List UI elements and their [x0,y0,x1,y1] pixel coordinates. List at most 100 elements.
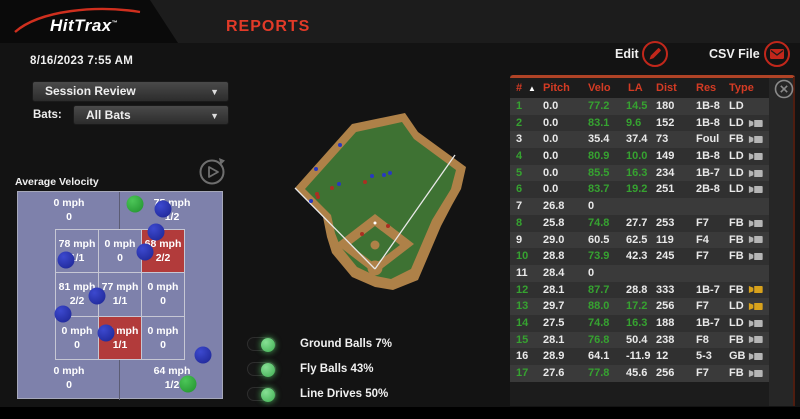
close-icon[interactable] [774,79,794,99]
strike-zone-cell: 0 mph 0 [141,315,184,359]
cell-la: 42.3 [626,250,648,263]
toggle-ground-balls[interactable]: Ground Balls 7% [247,337,392,352]
toggle-pill[interactable] [247,337,276,352]
cell-pitch: 28.9 [543,350,565,363]
table-row[interactable]: 11 28.4 0 [510,264,769,282]
heatmap-title: Average Velocity [15,176,99,188]
table-row[interactable]: 15 28.1 76.8 50.4 238 F8 FB [510,331,769,349]
heatmap-zone-top-left: 0 mph 0 [18,197,120,223]
table-row[interactable]: 4 0.0 80.9 10.0 149 1B-8 LD [510,148,769,165]
video-camera-icon[interactable] [748,181,766,198]
table-row[interactable]: 17 27.6 77.8 45.6 256 F7 FB [510,365,769,382]
table-scroll-gutter[interactable] [769,78,793,406]
video-camera-icon[interactable] [748,348,766,365]
video-camera-icon[interactable] [748,248,766,265]
table-row[interactable]: 16 28.9 64.1 -11.9 12 5-3 GB [510,348,769,365]
video-camera-icon[interactable] [748,265,766,282]
column-header-velo[interactable]: Velo [588,82,611,94]
column-header-res[interactable]: Res [696,82,717,94]
edit-pencil-icon[interactable] [641,40,669,68]
cell-velo: 87.7 [588,283,610,296]
table-row[interactable]: 12 28.1 87.7 28.8 333 1B-7 FB [510,281,769,299]
session-review-dropdown[interactable]: Session Review ▼ [32,81,229,102]
cell-res: F7 [696,216,709,229]
bats-value: All Bats [86,108,131,122]
table-row[interactable]: 9 29.0 60.5 62.5 119 F4 FB [510,231,769,249]
cell-type: FB [729,233,744,246]
logo-swoosh-icon [14,7,141,33]
cell-number: 7 [516,200,523,213]
table-row[interactable]: 1 0.0 77.2 14.5 180 1B-8 LD [510,98,769,115]
column-header-number[interactable]: # [516,82,523,94]
video-camera-icon[interactable] [748,165,766,182]
zone-velocity: 64 mph [153,365,191,377]
bats-dropdown[interactable]: All Bats ▼ [73,105,229,125]
cell-velocity: 77 mph [101,281,139,294]
video-camera-icon[interactable] [748,365,766,382]
cell-velocity: 0 mph [104,238,136,251]
toggle-line-drives[interactable]: Line Drives 50% [247,387,388,402]
cell-velo: 0 [588,200,595,213]
video-camera-icon[interactable] [748,315,766,332]
cell-number: 8 [516,216,523,229]
video-camera-icon[interactable] [748,148,766,165]
table-row[interactable]: 5 0.0 85.5 16.3 234 1B-7 LD [510,164,769,182]
cell-dist: 180 [656,100,675,112]
cell-type: GB [729,350,746,363]
cell-la: 19.2 [626,183,648,196]
strike-zone-cell: 0 mph 0 [98,229,141,273]
toggle-pill[interactable] [247,387,276,402]
cell-velo: 64.1 [588,350,610,363]
cell-type: LD [729,116,744,129]
sort-ascending-icon[interactable]: ▲ [528,84,536,93]
table-row[interactable]: 7 26.8 0 [510,198,769,215]
toggle-knob [261,387,275,402]
video-camera-icon[interactable] [748,198,766,215]
edit-button[interactable]: Edit [615,47,639,61]
cell-velo: 85.5 [588,166,610,179]
cell-dist: 256 [656,367,675,379]
cell-dist: 73 [656,133,669,146]
video-camera-icon[interactable] [748,282,766,299]
cell-pitch: 28.1 [543,333,565,346]
column-header-dist[interactable]: Dist [656,82,677,94]
cell-res: 5-3 [696,350,712,363]
table-row[interactable]: 2 0.0 83.1 9.6 152 1B-8 LD [510,114,769,132]
video-camera-icon[interactable] [748,131,766,148]
csv-file-button[interactable]: CSV File [709,47,760,61]
cell-number: 6 [516,183,523,196]
cell-number: 12 [516,283,529,296]
table-row[interactable]: 8 25.8 74.8 27.7 253 F7 FB [510,214,769,232]
csv-envelope-icon[interactable] [763,40,791,68]
video-camera-icon[interactable] [748,298,766,315]
cell-velo: 74.8 [588,216,610,229]
cell-pitch: 0.0 [543,166,559,179]
table-row[interactable]: 3 0.0 35.4 37.4 73 Foul FB [510,131,769,149]
strike-zone-cell: 81 mph 2/2 [55,272,98,316]
table-row[interactable]: 10 28.8 73.9 42.3 245 F7 FB [510,248,769,265]
cell-dist: 256 [656,300,675,313]
cell-velo: 88.0 [588,300,610,313]
video-camera-icon[interactable] [748,98,766,115]
cell-type: FB [729,283,744,296]
table-row[interactable]: 13 29.7 88.0 17.2 256 F7 LD [510,298,769,315]
cell-res: F8 [696,333,709,346]
column-header-type[interactable]: Type [729,82,754,94]
video-camera-icon[interactable] [748,115,766,132]
heatmap-zone-bottom-right: 64 mph 1/2 [120,365,224,391]
video-camera-icon[interactable] [748,215,766,232]
cell-number: 4 [516,150,523,163]
video-camera-icon[interactable] [748,232,766,249]
cell-dist: 119 [656,233,674,246]
column-header-la[interactable]: LA [628,82,643,94]
table-row[interactable]: 14 27.5 74.8 16.3 188 1B-7 LD [510,314,769,332]
column-header-pitch[interactable]: Pitch [543,82,570,94]
toggle-fly-balls[interactable]: Fly Balls 43% [247,362,374,377]
average-velocity-heatmap: 0 mph 0 75 mph 1/2 0 mph 0 64 mph 1/2 78… [17,191,224,400]
video-camera-icon[interactable] [748,332,766,349]
replay-icon[interactable] [196,156,228,188]
table-row[interactable]: 6 0.0 83.7 19.2 251 2B-8 LD [510,181,769,199]
toggle-pill[interactable] [247,362,276,377]
cell-dist: 251 [656,183,675,196]
cell-pitch: 26.8 [543,200,565,213]
